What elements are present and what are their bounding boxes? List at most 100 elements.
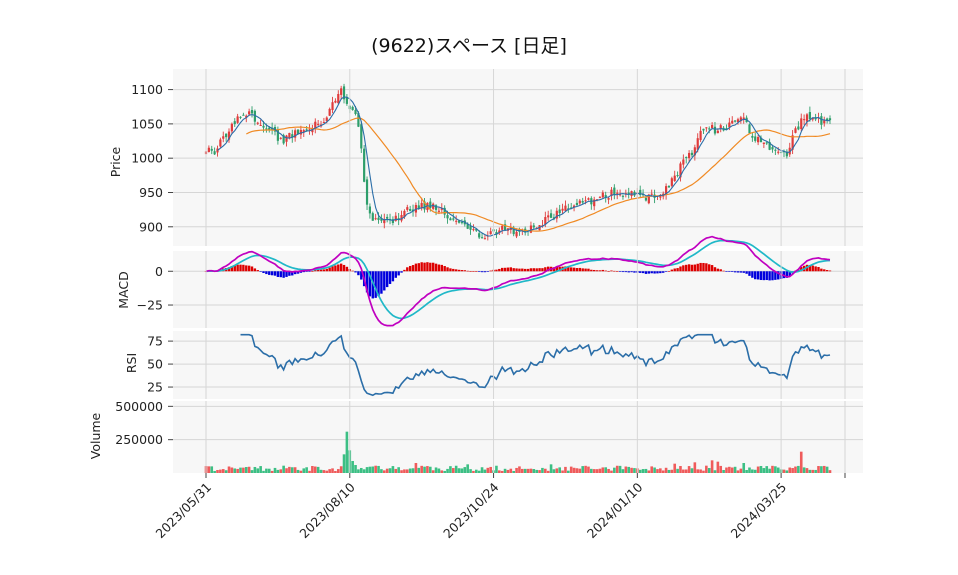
candle-body	[705, 127, 708, 129]
volume-bar	[417, 467, 421, 473]
macd-histogram-bar	[314, 269, 317, 272]
volume-bar	[546, 470, 550, 473]
macd-histogram-bar	[449, 268, 452, 272]
volume-bar	[705, 465, 708, 473]
volume-bar	[440, 470, 444, 473]
volume-bar	[535, 469, 538, 473]
candle-body	[472, 229, 475, 231]
volume-bar	[354, 465, 357, 473]
macd-histogram-bar	[581, 268, 584, 272]
macd-histogram-bar	[823, 269, 826, 272]
volume-bar	[426, 466, 429, 473]
macd-histogram-bar	[305, 271, 308, 272]
rsi-axis-label: RSI	[124, 353, 139, 373]
x-tick-label: 2023/08/10	[296, 479, 358, 541]
macd-histogram-bar	[325, 268, 328, 272]
volume-bar	[664, 467, 668, 473]
candle-body	[242, 114, 245, 116]
volume-bar	[311, 465, 314, 473]
volume-bar	[512, 470, 515, 473]
macd-histogram-bar	[696, 263, 699, 272]
volume-bar	[210, 466, 214, 473]
volume-bar	[825, 466, 829, 473]
macd-histogram-bar	[664, 271, 668, 272]
volume-bar	[725, 467, 728, 473]
volume-bar	[584, 465, 587, 473]
macd-histogram-bar	[308, 271, 311, 272]
macd-histogram-bar	[374, 271, 377, 298]
candle-body	[233, 121, 236, 125]
macd-histogram-bar	[716, 268, 720, 272]
candle-body	[613, 187, 616, 195]
macd-histogram-bar	[446, 267, 449, 272]
volume-bar	[308, 470, 311, 473]
volume-bar	[259, 466, 262, 473]
macd-histogram-bar	[719, 269, 722, 272]
candle-body	[532, 225, 535, 228]
price-panel: 900 950 1000 1050 1100 Price	[108, 69, 863, 246]
candle-body	[222, 136, 225, 139]
macd-histogram-bar	[518, 268, 521, 272]
candle-body	[302, 130, 305, 133]
candle-body	[702, 128, 705, 131]
macd-histogram-bar	[699, 262, 702, 272]
macd-histogram-bar	[311, 271, 314, 272]
macd-histogram-bar	[500, 267, 504, 272]
volume-bar	[506, 469, 510, 473]
macd-histogram-bar	[811, 265, 814, 272]
rsi-panel: 25 50 75 RSI	[124, 331, 863, 399]
volume-bar	[808, 469, 812, 473]
volume-bar	[411, 468, 415, 473]
volume-bar	[690, 468, 694, 473]
volume-bar	[472, 470, 475, 473]
candle-body	[719, 125, 722, 129]
volume-axis-label: Volume	[88, 412, 103, 459]
candle-body	[377, 217, 380, 221]
candle-body	[469, 226, 472, 230]
candle-body	[317, 123, 320, 125]
candle-body	[213, 151, 216, 155]
macd-histogram-bar	[705, 263, 708, 272]
macd-histogram-bar	[339, 263, 343, 272]
volume-bar	[529, 468, 533, 473]
volume-bar	[526, 468, 530, 473]
volume-bar	[290, 467, 294, 473]
volume-bar	[328, 469, 331, 473]
volume-bar	[475, 469, 478, 473]
volume-bar	[595, 469, 599, 473]
macd-histogram-bar	[526, 268, 530, 272]
candle-body	[475, 228, 478, 231]
macd-histogram-bar	[227, 267, 231, 272]
ma-short-line	[217, 96, 831, 237]
macd-histogram-bar	[624, 271, 628, 273]
volume-bar	[733, 466, 737, 473]
candle-body	[716, 130, 719, 134]
volume-bar	[451, 468, 455, 473]
volume-bar	[213, 470, 216, 473]
macd-histogram-bar	[414, 263, 418, 272]
candle-body	[711, 125, 714, 129]
macd-histogram-bar	[380, 271, 383, 294]
volume-bar	[420, 465, 423, 473]
macd-histogram-bar	[480, 271, 484, 273]
candle-body	[762, 142, 765, 144]
volume-bar	[753, 469, 757, 473]
candle-body	[331, 102, 334, 111]
candle-body	[512, 227, 515, 235]
macd-histogram-bar	[279, 271, 282, 278]
volume-bar	[794, 466, 797, 473]
volume-bar	[561, 470, 564, 473]
volume-bar	[233, 468, 237, 473]
candle-body	[291, 134, 294, 138]
volume-bar	[486, 467, 490, 473]
volume-bar	[316, 466, 320, 473]
volume-bar	[774, 466, 777, 473]
volume-bar	[598, 468, 602, 473]
volume-bar	[518, 466, 521, 473]
macd-histogram-bar	[785, 271, 789, 278]
candle-body	[440, 208, 443, 210]
volume-bar	[498, 470, 501, 473]
candle-body	[639, 189, 642, 195]
volume-bar	[339, 466, 343, 473]
macd-histogram-bar	[598, 270, 602, 272]
